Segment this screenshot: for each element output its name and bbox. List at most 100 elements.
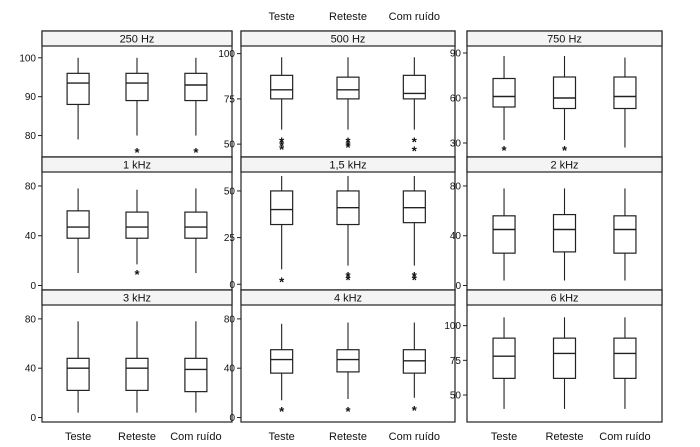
y-tick-label: 100 (19, 53, 36, 64)
iqr-box (552, 337, 577, 379)
outlier-marker: * (562, 143, 568, 158)
category-label-bottom: Com ruído (599, 431, 650, 443)
box-reteste: * (125, 189, 149, 282)
panel-2-khz: 2 kHz 0 40 80 (450, 156, 663, 292)
iqr-box (184, 211, 208, 239)
panel-title: 6 kHz (550, 293, 578, 305)
box-teste (492, 317, 516, 409)
panel-title: 2 kHz (550, 160, 578, 172)
category-label-bottom: Teste (269, 431, 295, 443)
outlier-marker: * (345, 273, 351, 288)
outlier-marker: * (279, 135, 285, 150)
outlier-marker: * (345, 404, 351, 419)
outlier-marker: * (412, 269, 418, 284)
panel-title-band (466, 289, 663, 306)
box-com-ru-do (613, 317, 637, 409)
box-reteste (552, 188, 577, 281)
iqr-box (336, 349, 360, 373)
panel-title: 250 Hz (120, 34, 155, 46)
y-tick-label: 0 (30, 281, 36, 292)
iqr-box (336, 76, 360, 100)
y-tick-label: 90 (25, 92, 37, 103)
y-tick-label: 0 (229, 280, 235, 291)
category-label-bottom: Teste (491, 431, 517, 443)
box-teste (66, 321, 90, 413)
outlier-marker: * (412, 273, 418, 288)
panel-1-khz: 1 kHz 0 40 80 * (25, 156, 233, 292)
y-tick-label: 80 (25, 131, 37, 142)
panel-title: 1 kHz (123, 160, 151, 172)
y-tick-label: 80 (450, 181, 462, 192)
y-tick-label: 0 (229, 413, 235, 424)
outlier-marker: * (412, 135, 418, 150)
iqr-box (270, 74, 294, 100)
y-tick-label: 100 (218, 49, 235, 60)
outlier-marker: * (279, 275, 285, 290)
box-reteste: ** (336, 176, 360, 288)
outlier-marker: * (279, 404, 285, 419)
panel-title: 1,5 kHz (329, 160, 366, 172)
iqr-box (66, 72, 90, 106)
panel-250-hz: 250 Hz 80 90 100 * * (19, 30, 233, 160)
y-tick-label: 50 (450, 391, 462, 402)
box-teste (66, 188, 90, 274)
y-tick-label: 100 (444, 321, 461, 332)
box-com-ru-do (613, 188, 637, 281)
box-teste: * (270, 323, 294, 419)
y-tick-label: 75 (450, 356, 462, 367)
outlier-marker: * (345, 135, 351, 150)
y-tick-label: 90 (450, 49, 462, 60)
box-teste: *** (270, 57, 294, 157)
category-label-top: Teste (269, 11, 295, 23)
outlier-marker: * (279, 138, 285, 153)
panel-title: 500 Hz (331, 34, 366, 46)
outlier-marker: * (193, 145, 199, 160)
box-reteste (125, 321, 149, 413)
iqr-box (402, 74, 426, 100)
iqr-box (552, 213, 577, 253)
iqr-box (66, 357, 90, 392)
iqr-box (270, 190, 294, 226)
y-tick-label: 80 (25, 181, 37, 192)
iqr-box (613, 337, 637, 379)
outlier-marker: * (412, 403, 418, 418)
y-tick-label: 40 (224, 364, 236, 375)
panel-title-band (41, 289, 233, 306)
y-tick-label: 50 (224, 186, 236, 197)
iqr-box (125, 211, 149, 239)
outlier-marker: * (502, 143, 508, 158)
box-com-ru-do: * (184, 57, 208, 160)
box-com-ru-do (184, 188, 208, 274)
panel-title: 4 kHz (334, 293, 362, 305)
panel-title-band (466, 156, 663, 173)
outlier-marker: * (134, 267, 140, 282)
y-tick-label: 50 (224, 140, 236, 151)
y-tick-label: 30 (450, 139, 462, 150)
y-tick-label: 80 (25, 314, 37, 325)
category-label-bottom: Reteste (329, 431, 367, 443)
category-label-bottom: Com ruído (170, 431, 221, 443)
box-reteste: * (336, 322, 360, 419)
iqr-box (184, 357, 208, 393)
panel-title-band (41, 156, 233, 173)
panel-title-band (466, 30, 663, 47)
outlier-marker: * (345, 140, 351, 155)
box-com-ru-do: * (402, 322, 426, 418)
panel-6-khz: 6 kHz 50 75 100 Teste Reteste Com ruído (444, 289, 663, 443)
iqr-box (613, 215, 637, 254)
y-tick-label: 60 (450, 94, 462, 105)
box-teste: * (492, 56, 516, 158)
panel-title-band (240, 289, 456, 306)
panel-title-band (240, 30, 456, 47)
category-label-top: Com ruído (389, 11, 440, 23)
outlier-marker: * (279, 142, 285, 157)
outlier-marker: * (412, 144, 418, 159)
panel-4-khz: 4 kHz 0 40 80 * * * Teste Reteste Com ruído (224, 289, 456, 443)
iqr-box (270, 349, 294, 374)
box-com-ru-do (613, 57, 637, 148)
y-tick-label: 40 (450, 231, 462, 242)
y-tick-label: 0 (455, 281, 461, 292)
